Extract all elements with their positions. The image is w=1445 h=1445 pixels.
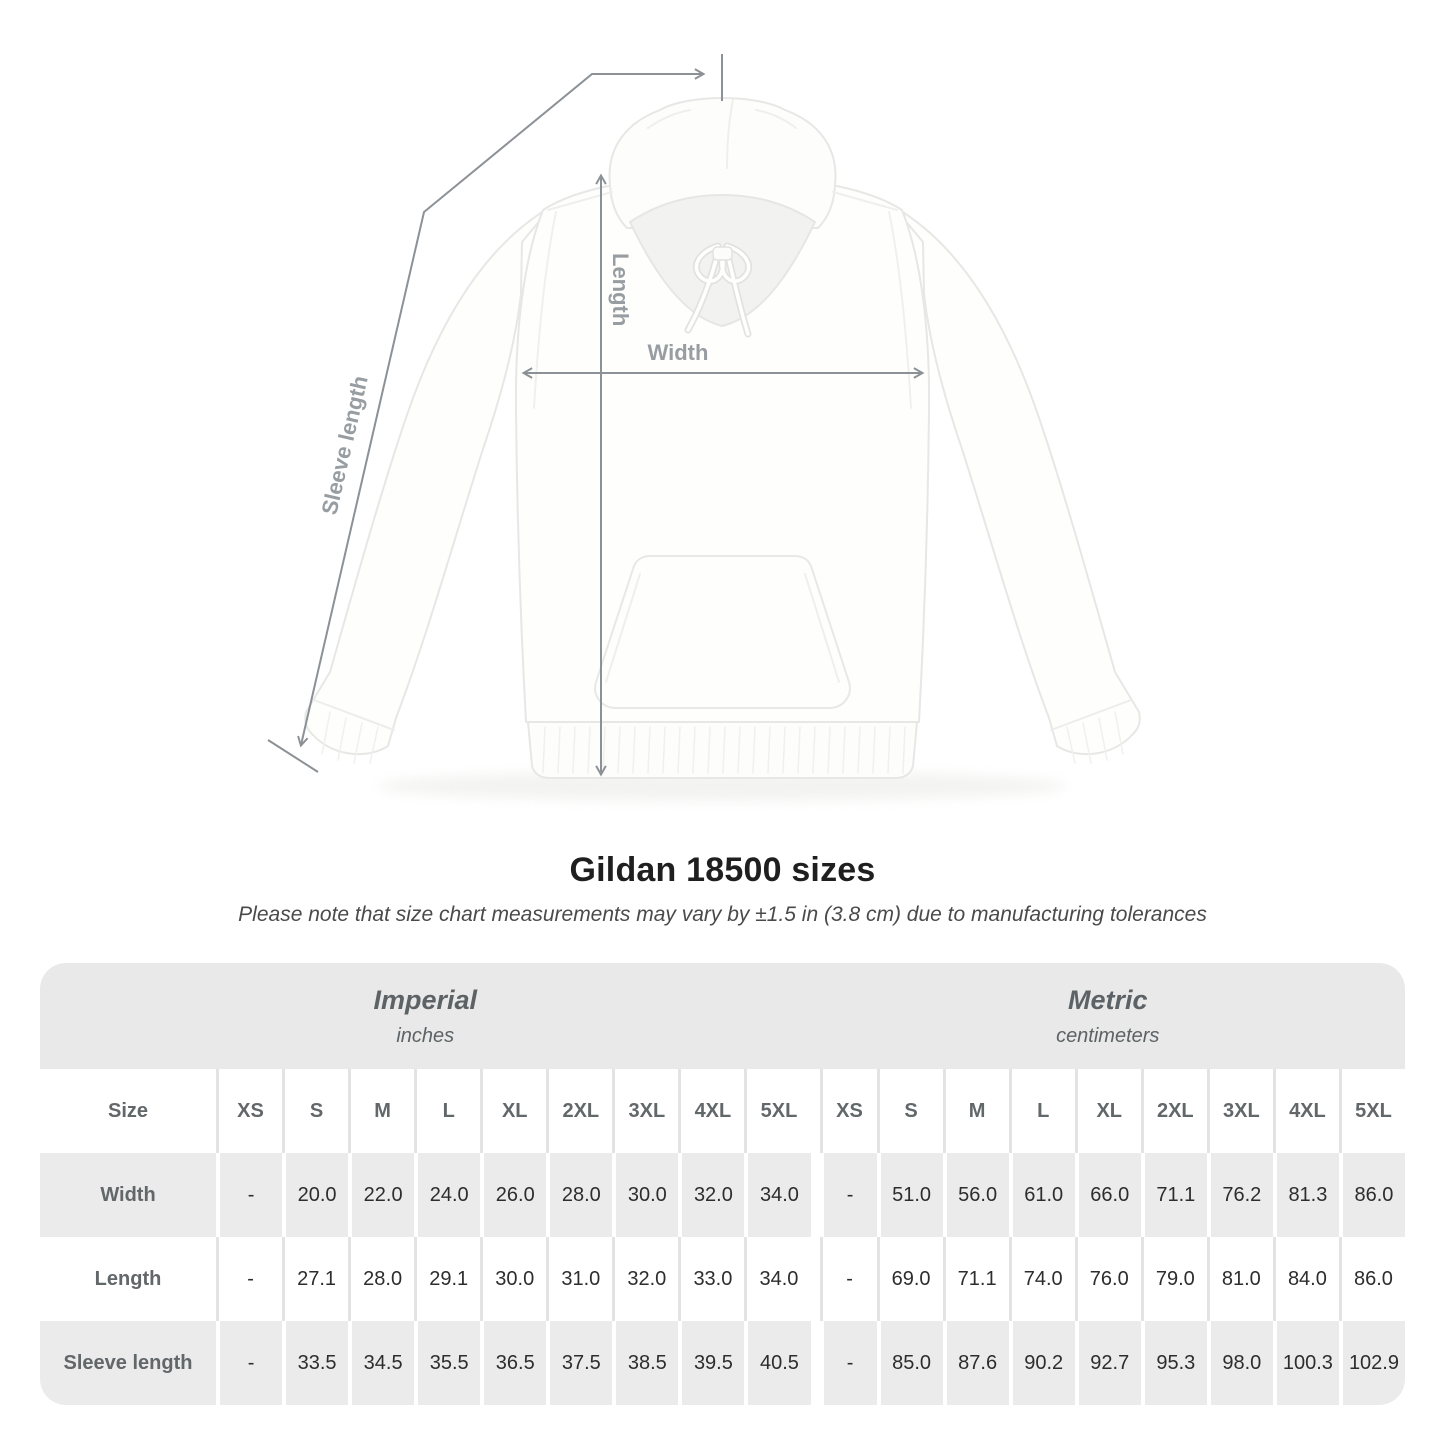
cell-width-imperial-l: 24.0 [414, 1153, 481, 1237]
cell-length-metric-3xl: 81.0 [1206, 1237, 1273, 1321]
col-header-metric-xs: XS [819, 1069, 877, 1153]
hoodie-right-sleeve [892, 205, 1141, 756]
cell-width-imperial-4xl: 32.0 [678, 1153, 745, 1237]
cell-length-metric-m: 71.1 [942, 1237, 1009, 1321]
col-header-imperial-3xl: 3XL [612, 1069, 679, 1153]
page-title: Gildan 18500 sizes [569, 851, 876, 889]
cell-length-imperial-4xl: 33.0 [678, 1237, 745, 1321]
cell-width-metric-4xl: 81.3 [1272, 1153, 1339, 1237]
col-header-imperial-l: L [414, 1069, 481, 1153]
cell-sleeve-length-imperial-xs: - [216, 1321, 283, 1405]
cell-width-imperial-3xl: 30.0 [612, 1153, 679, 1237]
sleeve-length-label: Sleeve length [317, 373, 373, 517]
cell-length-metric-xs: - [819, 1237, 877, 1321]
row-label-length: Length [40, 1237, 216, 1321]
cell-sleeve-length-imperial-5xl: 40.5 [744, 1321, 811, 1405]
cell-sleeve-length-imperial-m: 34.5 [348, 1321, 415, 1405]
col-header-imperial-s: S [282, 1069, 349, 1153]
metric-group-name: Metric [1067, 984, 1148, 1015]
cell-width-imperial-xs: - [216, 1153, 283, 1237]
width-label: Width [648, 340, 709, 365]
cell-sleeve-length-metric-xl: 92.7 [1074, 1321, 1141, 1405]
cell-sleeve-length-imperial-l: 35.5 [414, 1321, 481, 1405]
cell-width-imperial-2xl: 28.0 [546, 1153, 613, 1237]
col-header-imperial-xs: XS [216, 1069, 283, 1153]
cell-width-imperial-5xl: 34.0 [744, 1153, 811, 1237]
cell-width-imperial-s: 20.0 [282, 1153, 349, 1237]
metric-group-header: Metric centimeters [810, 963, 1405, 1069]
cell-sleeve-length-imperial-xl: 36.5 [480, 1321, 547, 1405]
col-header-imperial-4xl: 4XL [678, 1069, 745, 1153]
cell-length-imperial-m: 28.0 [348, 1237, 415, 1321]
cell-length-imperial-l: 29.1 [414, 1237, 481, 1321]
cell-sleeve-length-metric-s: 85.0 [876, 1321, 943, 1405]
col-header-metric-xl: XL [1074, 1069, 1141, 1153]
cell-sleeve-length-metric-l: 90.2 [1008, 1321, 1075, 1405]
row-label-sleeve-length: Sleeve length [40, 1321, 216, 1405]
cell-sleeve-length-imperial-3xl: 38.5 [612, 1321, 679, 1405]
cell-sleeve-length-imperial-4xl: 39.5 [678, 1321, 745, 1405]
cell-width-imperial-m: 22.0 [348, 1153, 415, 1237]
cell-sleeve-length-metric-xs: - [819, 1321, 877, 1405]
col-header-imperial-5xl: 5XL [744, 1069, 811, 1153]
cell-length-metric-xl: 76.0 [1074, 1237, 1141, 1321]
col-header-metric-m: M [942, 1069, 1009, 1153]
cell-length-imperial-2xl: 31.0 [546, 1237, 613, 1321]
cell-width-metric-2xl: 71.1 [1140, 1153, 1207, 1237]
col-header-metric-2xl: 2XL [1140, 1069, 1207, 1153]
row-label-width: Width [40, 1153, 216, 1237]
col-header-imperial-m: M [348, 1069, 415, 1153]
imperial-group-unit: inches [396, 1024, 455, 1047]
measurement-annotations [267, 54, 925, 777]
col-header-metric-4xl: 4XL [1272, 1069, 1339, 1153]
cell-width-metric-l: 61.0 [1008, 1153, 1075, 1237]
cell-length-metric-l: 74.0 [1008, 1237, 1075, 1321]
cell-length-imperial-s: 27.1 [282, 1237, 349, 1321]
cell-length-metric-4xl: 84.0 [1272, 1237, 1339, 1321]
col-header-imperial-2xl: 2XL [546, 1069, 613, 1153]
cell-sleeve-length-metric-4xl: 100.3 [1272, 1321, 1339, 1405]
cell-length-metric-2xl: 79.0 [1140, 1237, 1207, 1321]
cell-sleeve-length-imperial-s: 33.5 [282, 1321, 349, 1405]
cell-length-imperial-5xl: 34.0 [744, 1237, 811, 1321]
sleeve-length-end-tick [267, 739, 319, 773]
length-label: Length [608, 253, 633, 326]
col-header-metric-3xl: 3XL [1206, 1069, 1273, 1153]
cell-width-metric-3xl: 76.2 [1206, 1153, 1273, 1237]
cell-sleeve-length-metric-2xl: 95.3 [1140, 1321, 1207, 1405]
cell-length-imperial-xs: - [216, 1237, 283, 1321]
col-header-imperial-xl: XL [480, 1069, 547, 1153]
cell-sleeve-length-metric-m: 87.6 [942, 1321, 1009, 1405]
metric-group-unit: centimeters [1056, 1024, 1160, 1047]
imperial-group-header: Imperial inches [40, 963, 811, 1069]
size-chart-table: Imperial inches Metric centimeters Size X… [40, 963, 1405, 1405]
tolerance-note: Please note that size chart measurements… [238, 903, 1207, 926]
sleeve-length-arrow [297, 68, 706, 748]
hoodie-pocket [594, 555, 851, 709]
hoodie-measurement-diagram: Width Length Sleeve length [267, 54, 1141, 801]
cell-length-imperial-xl: 30.0 [480, 1237, 547, 1321]
col-header-metric-s: S [876, 1069, 943, 1153]
cell-length-metric-5xl: 86.0 [1338, 1237, 1405, 1321]
cell-width-metric-m: 56.0 [942, 1153, 1009, 1237]
cell-length-imperial-3xl: 32.0 [612, 1237, 679, 1321]
cell-sleeve-length-metric-3xl: 98.0 [1206, 1321, 1273, 1405]
cell-width-metric-xl: 66.0 [1074, 1153, 1141, 1237]
col-header-metric-l: L [1008, 1069, 1075, 1153]
size-column-header: Size [40, 1069, 216, 1153]
cell-width-imperial-xl: 26.0 [480, 1153, 547, 1237]
cell-length-metric-s: 69.0 [876, 1237, 943, 1321]
cell-width-metric-xs: - [819, 1153, 877, 1237]
col-header-metric-5xl: 5XL [1338, 1069, 1405, 1153]
imperial-group-name: Imperial [373, 984, 478, 1015]
cell-sleeve-length-metric-5xl: 102.9 [1338, 1321, 1405, 1405]
cell-width-metric-s: 51.0 [876, 1153, 943, 1237]
cell-width-metric-5xl: 86.0 [1338, 1153, 1405, 1237]
cell-sleeve-length-imperial-2xl: 37.5 [546, 1321, 613, 1405]
hoodie-illustration [304, 97, 1141, 779]
